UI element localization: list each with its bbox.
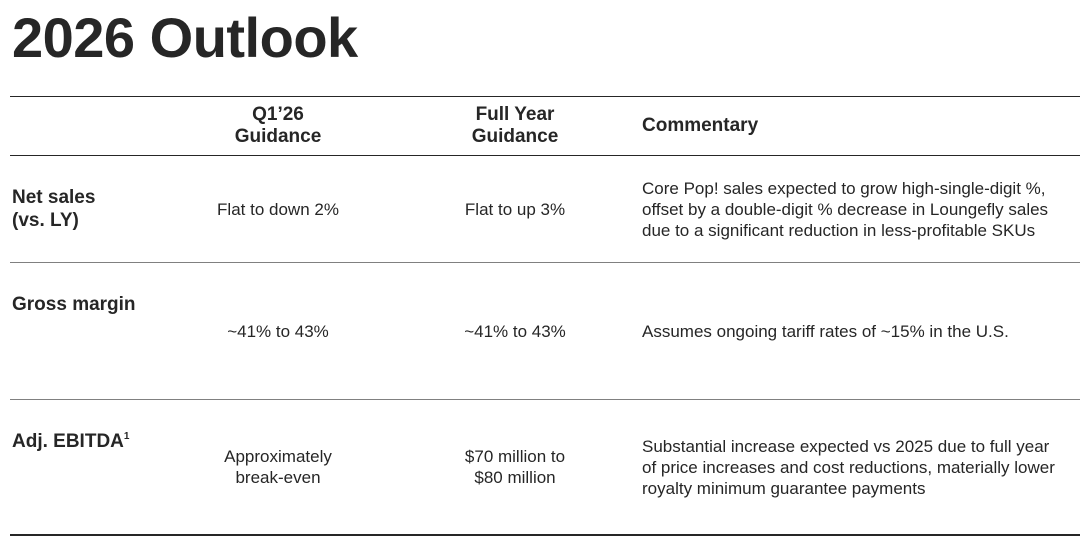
- metric-line-1: Net sales: [12, 187, 96, 208]
- full-year-value-line-1: $70 million to: [464, 447, 566, 466]
- metric-line-1: Gross margin: [12, 294, 136, 315]
- commentary-gross-margin: Assumes ongoing tariff rates of ~15% in …: [642, 321, 1009, 341]
- full-year-header-line-2: Guidance: [471, 126, 559, 147]
- commentary-adj-ebitda: Substantial increase expected vs 2025 du…: [642, 436, 1055, 498]
- q1-value-gross-margin: ~41% to 43%: [227, 321, 329, 341]
- commentary-net-sales: Core Pop! sales expected to grow high-si…: [642, 178, 1049, 240]
- full-year-header-line-1: Full Year: [475, 104, 555, 125]
- full-year-value-line-2: $80 million: [474, 468, 556, 487]
- q1-header-line-2: Guidance: [234, 126, 322, 147]
- full-year-value-gross-margin: ~41% to 43%: [464, 321, 566, 341]
- table-header-row: Q1’26 Guidance Full Year Guidance Commen…: [10, 96, 1080, 156]
- table-row-adj-ebitda: Adj. EBITDA1 Approximately break-even $7…: [10, 400, 1080, 536]
- q1-header-line-1: Q1’26: [252, 104, 304, 125]
- commentary-header: Commentary: [634, 96, 1080, 156]
- q1-value-line-2: break-even: [235, 468, 321, 487]
- footnote-marker: 1: [123, 431, 130, 442]
- table-row-gross-margin: Gross margin ~41% to 43% ~41% to 43% Ass…: [10, 263, 1080, 400]
- metric-label-net-sales: Net sales (vs. LY): [10, 156, 160, 263]
- q1-value-net-sales: Flat to down 2%: [217, 199, 339, 219]
- metric-line-1: Adj. EBITDA: [12, 431, 124, 452]
- outlook-table: Q1’26 Guidance Full Year Guidance Commen…: [10, 96, 1080, 536]
- full-year-value-adj-ebitda: $70 million to $80 million: [396, 400, 634, 536]
- metric-column-header: [10, 96, 160, 156]
- metric-label-gross-margin: Gross margin: [10, 263, 160, 400]
- metric-label-adj-ebitda: Adj. EBITDA1: [10, 400, 160, 536]
- q1-value-line-1: Approximately: [224, 447, 332, 466]
- page-title: 2026 Outlook: [12, 6, 358, 69]
- q1-guidance-header: Q1’26 Guidance: [160, 96, 396, 156]
- full-year-guidance-header: Full Year Guidance: [396, 96, 634, 156]
- table-row-net-sales: Net sales (vs. LY) Flat to down 2% Flat …: [10, 156, 1080, 263]
- metric-line-2: (vs. LY): [12, 210, 79, 231]
- q1-value-adj-ebitda: Approximately break-even: [160, 400, 396, 536]
- full-year-value-net-sales: Flat to up 3%: [464, 199, 566, 219]
